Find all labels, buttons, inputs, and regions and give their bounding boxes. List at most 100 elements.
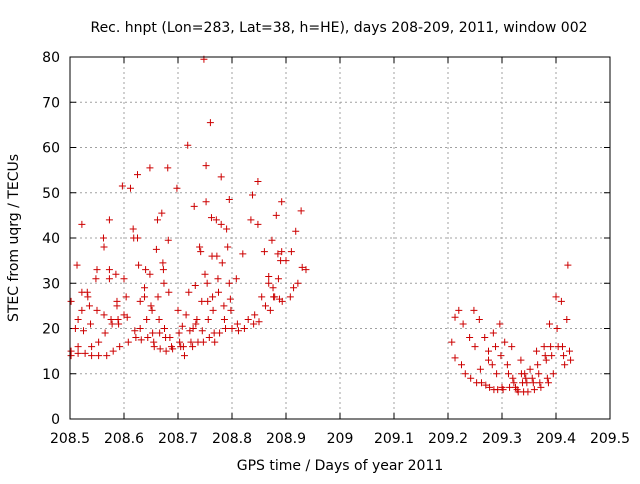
data-point (220, 302, 228, 310)
data-point (160, 279, 168, 287)
data-point (164, 164, 172, 172)
data-point (122, 293, 130, 301)
data-point (158, 209, 166, 217)
data-point (93, 306, 101, 314)
data-point (175, 329, 183, 337)
axes: 208.5 208.6 208.7 208.8 208.9 209 209.1 209.2 20… (42, 50, 630, 447)
y-tick-label: 20 (42, 322, 60, 338)
x-tick-label: 209.3 (482, 431, 522, 447)
y-tick-label: 10 (42, 367, 60, 383)
data-point (475, 315, 483, 323)
data-point (470, 306, 478, 314)
data-point (541, 352, 549, 360)
data-point (486, 383, 494, 391)
data-point (164, 236, 172, 244)
data-point (533, 347, 541, 355)
data-point (471, 343, 479, 351)
data-point (199, 338, 207, 346)
data-point (458, 361, 465, 369)
data-point (74, 343, 82, 351)
data-point (451, 354, 459, 362)
data-point (120, 275, 128, 283)
data-point (146, 164, 154, 172)
data-point (206, 119, 214, 127)
x-tick-label: 208.5 (50, 431, 90, 447)
data-point (537, 383, 545, 391)
x-tick-label: 208.9 (266, 431, 306, 447)
data-point (223, 225, 231, 233)
data-point (225, 279, 233, 287)
data-point (254, 220, 262, 228)
data-point (78, 220, 86, 228)
data-point (265, 272, 273, 280)
data-point (546, 320, 554, 328)
data-point (198, 327, 206, 335)
data-point (249, 191, 257, 199)
data-point (141, 284, 149, 292)
y-tick-label: 50 (42, 186, 60, 202)
data-point (558, 343, 566, 351)
data-point (187, 338, 195, 346)
data-point (254, 177, 262, 185)
data-point (529, 379, 537, 387)
data-point (540, 343, 548, 351)
data-point (501, 338, 509, 346)
x-tick-label: 208.7 (158, 431, 198, 447)
data-point (448, 338, 456, 346)
data-point (220, 315, 228, 323)
data-point (481, 334, 489, 342)
data-point (227, 306, 235, 314)
y-tick-label: 70 (42, 95, 60, 111)
data-point (278, 297, 286, 305)
data-point (250, 320, 258, 328)
data-point (234, 327, 242, 335)
data-point (190, 202, 198, 210)
data-point (517, 356, 525, 364)
data-point (152, 245, 160, 253)
data-point (87, 320, 95, 328)
data-point (85, 302, 93, 310)
data-point (134, 171, 141, 179)
data-point (232, 275, 240, 283)
data-point (84, 293, 92, 301)
data-point (493, 370, 501, 378)
data-point (88, 343, 96, 351)
data-point (268, 236, 276, 244)
data-point (496, 320, 504, 328)
data-point (213, 252, 221, 260)
data-point (274, 250, 282, 258)
data-point (510, 379, 518, 387)
data-point (202, 198, 210, 206)
data-point (169, 345, 177, 353)
data-point (233, 320, 241, 328)
x-tick-label: 209.5 (590, 431, 630, 447)
x-tick-label: 208.8 (212, 431, 252, 447)
data-point (499, 386, 507, 394)
data-point (80, 327, 87, 335)
data-point (455, 306, 463, 314)
data-point (485, 347, 492, 355)
data-point (211, 338, 219, 346)
data-point (136, 297, 144, 305)
data-point (78, 306, 86, 314)
data-point (544, 379, 552, 387)
data-point (129, 225, 137, 233)
data-point (165, 288, 173, 296)
data-point (282, 257, 290, 265)
data-point (467, 374, 475, 382)
data-point (182, 311, 190, 319)
data-point (530, 386, 538, 394)
data-point (258, 293, 266, 301)
data-point (148, 306, 156, 314)
data-point (274, 275, 282, 283)
data-point (88, 352, 96, 360)
data-point (135, 261, 143, 269)
y-tick-label: 80 (42, 50, 60, 66)
data-point (196, 243, 204, 251)
data-point (563, 315, 571, 323)
data-point (215, 288, 222, 296)
data-point (534, 361, 542, 369)
data-point (278, 248, 286, 256)
data-point (536, 379, 544, 387)
